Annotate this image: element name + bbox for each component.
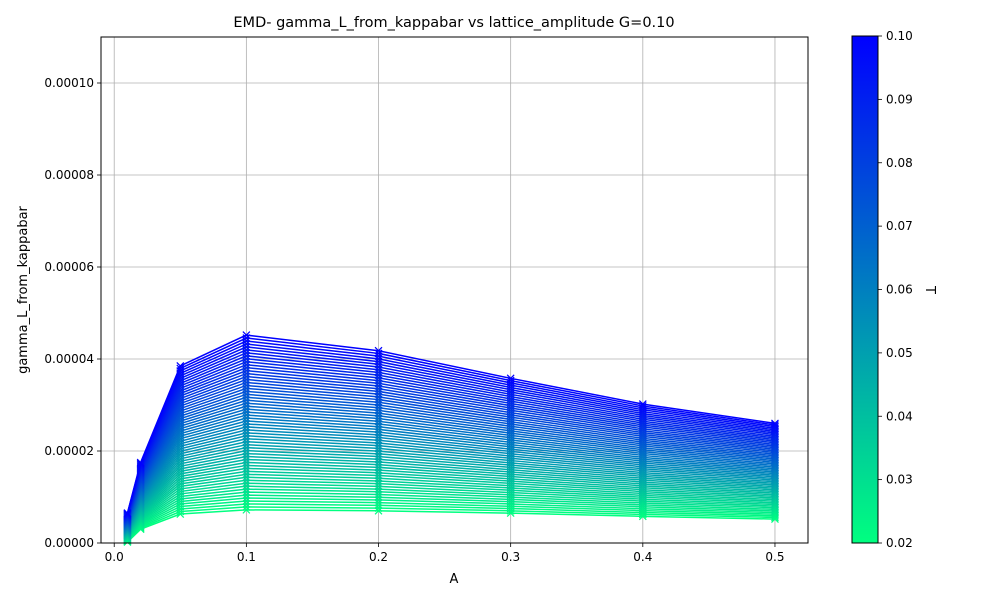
- colorbar-tick-label: 0.05: [886, 346, 913, 360]
- x-tick-label: 0.5: [765, 550, 784, 564]
- colorbar-label: T: [922, 285, 937, 294]
- y-tick-label: 0.00006: [44, 260, 94, 274]
- data-point: [242, 331, 251, 340]
- x-tick-label: 0.1: [237, 550, 256, 564]
- data-point: [771, 419, 779, 428]
- colorbar: [851, 35, 879, 544]
- data-point: [136, 458, 145, 467]
- y-tick-label: 0.00008: [44, 168, 94, 182]
- series-line: [123, 500, 779, 546]
- x-tick-label: 0.4: [633, 550, 652, 564]
- chart-title: EMD- gamma_L_from_kappabar vs lattice_am…: [233, 15, 674, 31]
- series-line: [123, 331, 779, 518]
- y-axis-ticks: 0.00000 0.00002 0.00004 0.00006 0.00008 0.000…: [44, 76, 101, 550]
- y-tick-label: 0.00004: [44, 352, 94, 366]
- plot-frame: [100, 36, 809, 544]
- data-point: [176, 361, 185, 370]
- colorbar-tick-label: 0.07: [886, 219, 913, 233]
- series-line: [123, 488, 779, 544]
- data-point: [123, 509, 132, 518]
- data-point: [638, 400, 647, 409]
- x-axis-label: A: [450, 572, 459, 587]
- x-axis-ticks: 0.0 0.1 0.2 0.3 0.4 0.5: [105, 543, 785, 564]
- colorbar-tick-label: 0.03: [886, 473, 913, 487]
- colorbar-tick-label: 0.02: [886, 536, 913, 550]
- colorbar-tick-label: 0.06: [886, 283, 913, 297]
- colorbar-tick-label: 0.04: [886, 409, 913, 423]
- series-lines: [123, 331, 779, 547]
- x-tick-label: 0.2: [369, 550, 388, 564]
- colorbar-tick-label: 0.09: [886, 92, 913, 106]
- y-tick-label: 0.00002: [44, 444, 94, 458]
- y-tick-label: 0.00010: [44, 76, 94, 90]
- y-tick-label: 0.00000: [44, 536, 94, 550]
- x-tick-label: 0.3: [501, 550, 520, 564]
- data-point: [506, 374, 515, 383]
- colorbar-tick-label: 0.08: [886, 156, 913, 170]
- colorbar-ticks: 0.02 0.03 0.04 0.05 0.06 0.07 0.08 0.09 0.10: [878, 29, 913, 550]
- colorbar-tick-label: 0.10: [886, 29, 913, 43]
- data-point: [374, 346, 383, 355]
- y-axis-label: gamma_L_from_kappabar: [16, 205, 31, 373]
- x-tick-label: 0.0: [105, 550, 124, 564]
